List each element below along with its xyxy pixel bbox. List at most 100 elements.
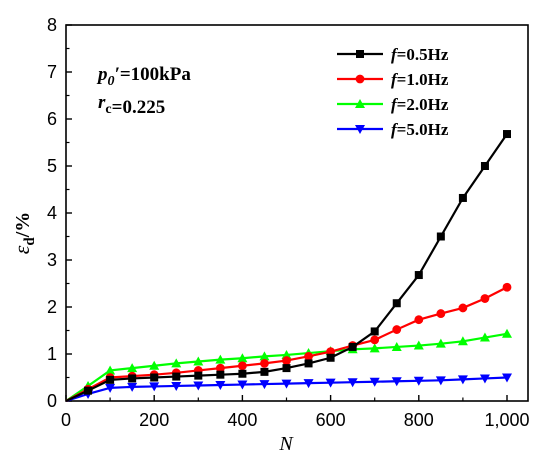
data-point: [413, 376, 424, 386]
legend-label: f=0.5Hz: [391, 45, 449, 64]
data-point: [392, 299, 401, 308]
data-point: [370, 335, 380, 345]
data-point: [502, 282, 512, 292]
y-tick-label: 6: [47, 109, 57, 129]
data-point: [480, 294, 490, 303]
legend-label-text: =0.5Hz: [397, 45, 449, 64]
data-point: [171, 381, 182, 391]
data-point: [260, 367, 269, 376]
data-point: [238, 369, 247, 378]
legend-marker: [355, 125, 365, 134]
legend-label-text: =1.0Hz: [397, 70, 449, 89]
data-point: [171, 358, 182, 368]
data-point: [105, 365, 116, 375]
data-point: [414, 271, 423, 280]
legend-label: f=5.0Hz: [391, 120, 449, 139]
data-point: [149, 382, 160, 392]
legend-marker: [356, 50, 364, 58]
data-point: [457, 375, 468, 385]
annotation-pressure-text: =100kPa: [120, 64, 191, 85]
annotation-pressure-sub: 0: [108, 74, 115, 89]
data-point: [304, 351, 313, 361]
data-point: [215, 363, 225, 373]
data-point: [105, 383, 116, 393]
data-point: [215, 381, 226, 391]
annotation-pressure: p0′=100kPa: [96, 64, 191, 89]
data-point: [215, 354, 226, 364]
x-tick-label: 800: [404, 410, 434, 430]
data-point: [435, 376, 446, 386]
data-point: [303, 379, 314, 389]
data-point: [480, 162, 489, 170]
annotation-ratio-sub: c: [105, 102, 111, 117]
annotation-ratio: rc=0.225: [98, 92, 165, 118]
data-point: [172, 372, 181, 381]
x-tick-label: 600: [316, 410, 346, 430]
y-tick-label: 8: [47, 15, 57, 35]
data-point: [281, 349, 292, 359]
legend-marker: [355, 99, 365, 108]
data-point: [282, 364, 291, 373]
data-point: [436, 232, 445, 241]
data-point: [128, 374, 137, 383]
annotation-pressure-mark: ′: [115, 64, 120, 85]
data-point: [391, 377, 402, 387]
y-axis-label-sub: d: [22, 237, 38, 246]
series-0: [65, 130, 511, 402]
data-point: [193, 356, 204, 366]
legend-label-var: f: [391, 95, 399, 114]
x-tick-label: 200: [139, 410, 169, 430]
x-tick-label: 400: [227, 410, 257, 430]
legend-marker: [355, 74, 365, 84]
data-point: [502, 373, 512, 383]
annotation-pressure-var: p: [96, 64, 108, 85]
legend-label-var: f: [391, 120, 399, 139]
y-tick-label: 5: [47, 156, 57, 176]
series-2: [65, 328, 512, 402]
data-point: [369, 377, 380, 387]
legend-entry-3: f=5.0Hz: [337, 120, 449, 139]
data-point: [369, 343, 380, 353]
y-axis-label: εd/%: [9, 212, 38, 255]
y-tick-label: 2: [47, 297, 57, 317]
data-point: [502, 328, 512, 338]
data-point: [237, 353, 248, 363]
data-point: [193, 381, 204, 391]
legend-entry-0: f=0.5Hz: [337, 45, 449, 64]
axis-tick-labels: 0 200 400 600 800 1,000 0 1 2 3 4 5 6 7 8: [47, 15, 530, 430]
y-tick-label: 3: [47, 250, 57, 270]
data-point: [347, 378, 358, 388]
data-point: [392, 325, 402, 334]
data-point: [282, 356, 291, 365]
data-point: [436, 309, 446, 318]
data-point: [281, 379, 292, 389]
data-point: [479, 332, 490, 342]
data-point: [304, 359, 313, 368]
legend-label-text: =5.0Hz: [397, 120, 449, 139]
data-point: [458, 193, 467, 202]
data-point: [84, 386, 93, 395]
data-point: [325, 378, 336, 388]
y-tick-label: 4: [47, 203, 57, 223]
x-axis-label: N: [278, 433, 294, 455]
data-point: [348, 342, 357, 351]
legend-label: f=2.0Hz: [391, 95, 449, 114]
legend-label-var: f: [391, 70, 399, 89]
data-point: [149, 360, 160, 370]
data-point: [458, 303, 468, 313]
data-point: [391, 341, 402, 351]
data-point: [413, 340, 424, 350]
y-tick-label: 7: [47, 62, 57, 82]
data-point: [127, 382, 138, 392]
legend-label: f=1.0Hz: [391, 70, 449, 89]
data-point: [259, 351, 270, 361]
legend-label-var: f: [391, 45, 399, 64]
data-point: [503, 130, 511, 139]
data-point: [237, 380, 248, 390]
y-tick-label: 1: [47, 344, 57, 364]
legend-entry-2: f=2.0Hz: [337, 95, 449, 114]
x-tick-label: 1,000: [484, 410, 529, 430]
data-point: [435, 338, 446, 348]
